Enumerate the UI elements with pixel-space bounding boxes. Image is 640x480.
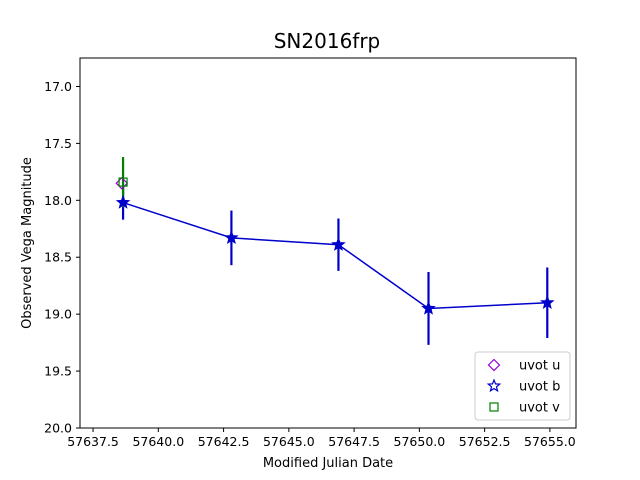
uvot-b-legend-marker xyxy=(486,378,502,393)
uvot-u-point xyxy=(115,176,129,190)
uvot-b-point xyxy=(224,230,239,245)
legend-box xyxy=(474,351,571,421)
x-tick-label: 57640.0 xyxy=(132,434,184,449)
uvot-b-point xyxy=(331,237,346,251)
x-tick-label: 57642.5 xyxy=(198,434,250,449)
uvot-b-point xyxy=(540,295,555,309)
y-tick-label: 17.5 xyxy=(44,136,72,151)
y-tick-label: 19.5 xyxy=(44,364,72,379)
legend: uvot u uvot b uvot v xyxy=(474,351,571,421)
legend-label: uvot b xyxy=(519,380,560,395)
legend-label: uvot v xyxy=(519,401,560,416)
y-tick-label: 19.0 xyxy=(44,307,72,322)
y-axis-label: Observed Vega Magnitude xyxy=(20,157,35,329)
x-tick-label: 57645.0 xyxy=(263,434,315,449)
uvot-v-point xyxy=(118,177,128,187)
x-tick-label: 57652.5 xyxy=(459,434,511,449)
uvot-v-legend-marker xyxy=(489,402,499,412)
chart-title: SN2016frp xyxy=(274,29,381,53)
y-tick-label: 18.5 xyxy=(44,250,72,265)
x-tick-label: 57647.5 xyxy=(328,434,380,449)
plot-frame xyxy=(79,57,577,429)
legend-label: uvot u xyxy=(519,359,560,374)
y-tick-label: 17.0 xyxy=(44,79,72,94)
chart-marks xyxy=(115,157,555,345)
x-tick-label: 57655.0 xyxy=(524,434,576,449)
y-tick-label: 20.0 xyxy=(44,421,72,436)
uvot-u-legend-marker xyxy=(487,358,501,372)
x-tick-label: 57637.5 xyxy=(67,434,119,449)
y-tick-label: 18.0 xyxy=(44,193,72,208)
x-tick-label: 57650.0 xyxy=(394,434,446,449)
uvot-b-point xyxy=(421,300,436,315)
uvot-b-point xyxy=(115,194,131,209)
x-axis-label: Modified Julian Date xyxy=(263,456,393,471)
axis-ticks: 57637.5 57640.0 57642.5 57645.0 57647.5 57650… xyxy=(44,79,576,449)
